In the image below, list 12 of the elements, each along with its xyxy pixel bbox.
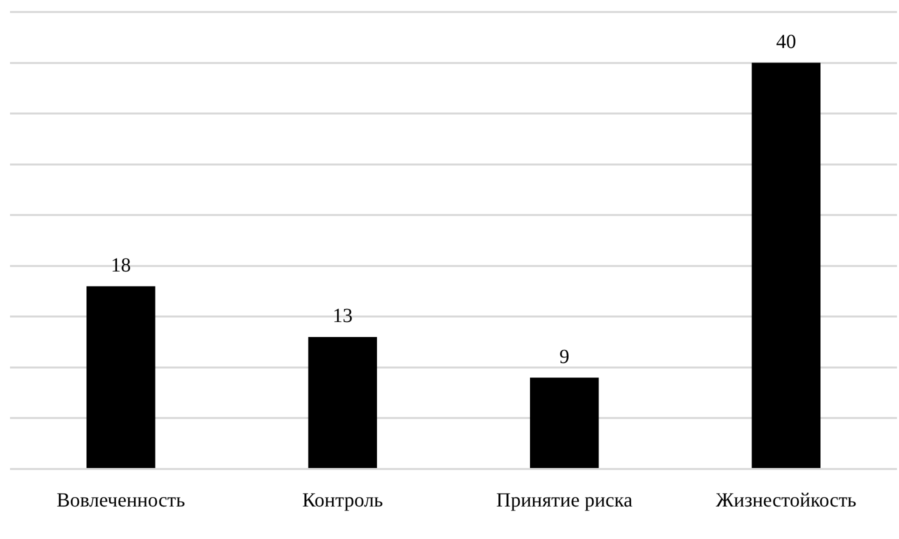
x-tick-label: Принятие риска bbox=[496, 489, 633, 512]
bar bbox=[530, 378, 599, 468]
bar bbox=[86, 286, 156, 468]
data-label: 13 bbox=[332, 305, 353, 328]
bar bbox=[308, 336, 377, 468]
x-tick-label: Жизнестойкость bbox=[716, 489, 856, 512]
x-tick-label: Контроль bbox=[302, 489, 384, 512]
bar bbox=[752, 62, 820, 468]
x-tick-label: Вовлеченность bbox=[56, 489, 186, 512]
data-label: 18 bbox=[110, 254, 131, 276]
data-label: 9 bbox=[559, 346, 570, 368]
data-label: 40 bbox=[776, 31, 796, 54]
